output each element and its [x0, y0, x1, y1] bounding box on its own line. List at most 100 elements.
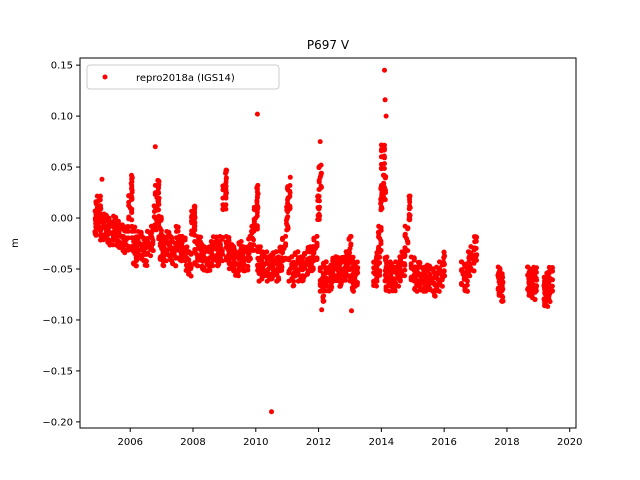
data-point: [98, 206, 104, 212]
data-point: [412, 273, 418, 279]
y-axis-ticks: −0.20 −0.15 −0.10 −0.05 0.00 0.05 0.10 0.15: [42, 61, 80, 428]
data-point: [107, 238, 113, 244]
data-point: [150, 248, 156, 254]
data-point: [379, 166, 384, 172]
data-point: [236, 240, 242, 246]
data-point: [314, 256, 320, 262]
data-point: [226, 237, 232, 243]
data-point: [129, 206, 135, 212]
data-point: [226, 261, 232, 267]
data-point: [525, 264, 531, 270]
data-point: [376, 234, 381, 240]
data-point: [143, 262, 149, 268]
data-point: [123, 242, 129, 248]
data-point-outlier: [317, 139, 323, 145]
data-point: [374, 278, 380, 284]
data-point: [500, 294, 506, 300]
data-point: [354, 268, 360, 274]
data-point: [254, 213, 260, 219]
data-point: [192, 215, 198, 220]
data-point: [459, 259, 465, 265]
x-tick-label: 2016: [431, 437, 456, 448]
data-point: [348, 233, 354, 239]
data-point: [296, 272, 302, 278]
data-point: [251, 237, 256, 243]
data-point: [431, 280, 437, 286]
data-point: [156, 207, 161, 213]
data-point: [418, 287, 424, 293]
data-point-outlier: [287, 174, 293, 180]
data-point: [383, 287, 389, 293]
data-point: [186, 270, 192, 276]
data-point: [245, 251, 251, 257]
data-point: [378, 227, 384, 233]
data-point: [261, 250, 267, 256]
data-point: [399, 269, 405, 275]
data-point: [211, 254, 216, 260]
data-point: [191, 204, 197, 210]
data-point: [283, 217, 289, 223]
data-point: [291, 278, 296, 284]
data-point: [286, 270, 292, 276]
data-point: [173, 254, 179, 260]
data-point: [150, 238, 156, 244]
data-point: [139, 256, 144, 262]
y-tick-label: 0.10: [51, 112, 73, 123]
data-point: [292, 250, 298, 256]
data-point: [138, 229, 144, 235]
data-point: [316, 164, 322, 169]
data-point: [128, 180, 134, 186]
x-tick-label: 2018: [494, 437, 519, 448]
legend: repro2018a (IGS14): [86, 64, 280, 90]
data-point: [245, 263, 251, 269]
data-point: [381, 180, 387, 186]
data-point: [223, 202, 229, 208]
data-point: [382, 142, 387, 148]
data-point: [93, 222, 99, 228]
data-point: [330, 269, 336, 275]
data-point: [549, 265, 555, 271]
data-point: [374, 273, 380, 279]
data-point: [328, 285, 334, 291]
data-point: [123, 227, 129, 233]
data-point: [441, 261, 447, 267]
data-point: [434, 275, 440, 281]
data-point: [377, 254, 383, 260]
data-point: [417, 259, 422, 265]
data-point: [302, 252, 308, 257]
data-point: [210, 244, 216, 250]
data-point: [441, 254, 447, 260]
data-point: [418, 271, 424, 277]
data-point: [316, 198, 322, 204]
data-point: [317, 204, 322, 210]
data-point: [186, 257, 192, 263]
data-point: [304, 271, 310, 277]
data-point: [222, 182, 228, 188]
data-point: [466, 272, 472, 278]
data-point: [218, 255, 223, 261]
data-point: [549, 283, 555, 289]
data-point: [285, 195, 291, 201]
data-point: [380, 193, 386, 199]
data-point: [397, 276, 403, 282]
data-point: [546, 270, 552, 276]
data-point-outlier: [349, 308, 354, 314]
data-points: [92, 67, 555, 415]
data-point: [383, 174, 389, 180]
data-point: [148, 231, 154, 237]
x-tick-label: 2014: [369, 437, 394, 448]
data-point: [285, 214, 291, 220]
data-point: [328, 262, 334, 268]
data-point: [113, 214, 119, 220]
data-point: [317, 186, 322, 192]
data-point: [224, 167, 230, 173]
data-point: [317, 213, 323, 219]
data-point: [235, 273, 241, 279]
data-point: [158, 217, 164, 223]
data-point: [242, 267, 248, 273]
data-point: [402, 261, 407, 267]
data-point: [496, 269, 502, 275]
data-point: [407, 199, 413, 205]
data-point: [324, 283, 330, 289]
x-tick-label: 2010: [243, 437, 268, 448]
